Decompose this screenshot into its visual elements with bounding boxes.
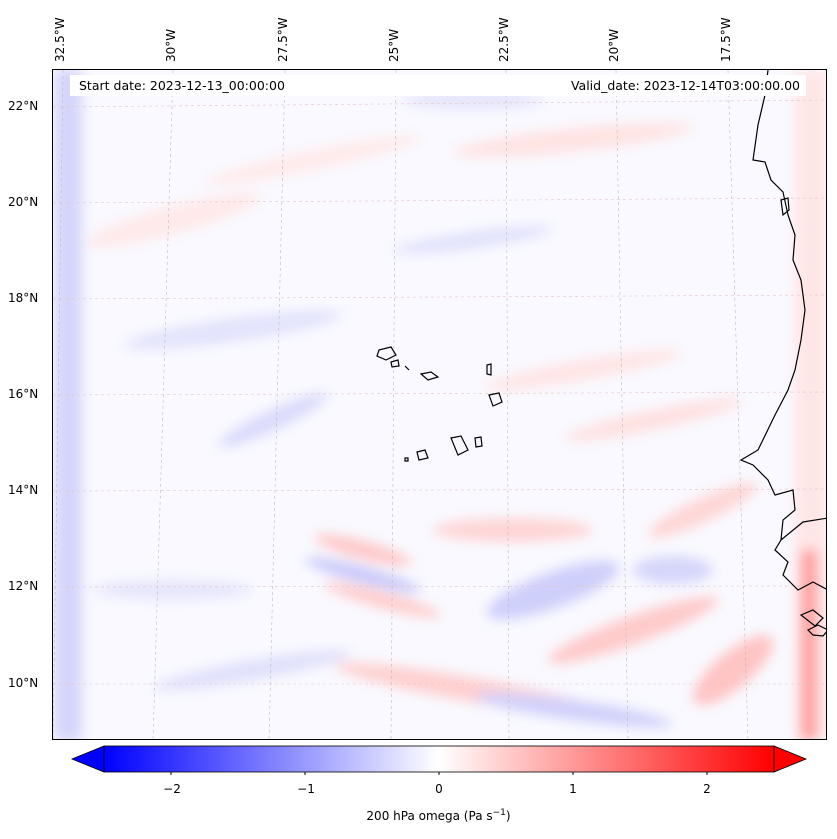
- colorbar-low-extend: [70, 745, 105, 773]
- omega-map[interactable]: [52, 69, 827, 740]
- lon-label: 25°W: [387, 28, 401, 62]
- colorbar-tick-label: 0: [435, 782, 443, 796]
- coastline: [376, 70, 826, 637]
- lat-label: 14°N: [8, 483, 39, 497]
- colorbar-tick-label: −1: [297, 782, 315, 796]
- lon-label: 20°W: [607, 28, 621, 62]
- lon-label: 17.5°W: [719, 17, 733, 62]
- colorbar-label: 200 hPa omega (Pa s−1): [0, 808, 837, 823]
- lon-label: 27.5°W: [276, 17, 290, 62]
- lat-label: 22°N: [8, 99, 39, 113]
- colorbar: [70, 745, 808, 775]
- omega-field: [53, 70, 826, 739]
- lon-label: 30°W: [164, 28, 178, 62]
- graticule: [53, 70, 826, 739]
- lon-label: 22.5°W: [497, 17, 511, 62]
- colorbar-tick-label: −2: [163, 782, 181, 796]
- start-date-label: Start date: 2023-12-13_00:00:00: [79, 78, 285, 93]
- colorbar-tick-label: 2: [703, 782, 711, 796]
- date-info-bar: Start date: 2023-12-13_00:00:00 Valid_da…: [70, 75, 806, 96]
- lat-label: 16°N: [8, 387, 39, 401]
- colorbar-tick-label: 1: [569, 782, 577, 796]
- colorbar-gradient: [103, 745, 775, 773]
- valid-date-label: Valid_date: 2023-12-14T03:00:00.00: [570, 78, 800, 93]
- lat-label: 12°N: [8, 579, 39, 593]
- lat-label: 20°N: [8, 195, 39, 209]
- lat-label: 18°N: [8, 291, 39, 305]
- colorbar-high-extend: [773, 745, 808, 773]
- colorbar-label-text: 200 hPa omega (Pa s: [366, 809, 493, 823]
- colorbar-label-exponent: −1: [492, 808, 506, 818]
- omega-shading: [53, 70, 826, 739]
- lon-label: 32.5°W: [53, 17, 67, 62]
- lat-label: 10°N: [8, 676, 39, 690]
- colorbar-label-end: ): [505, 809, 511, 823]
